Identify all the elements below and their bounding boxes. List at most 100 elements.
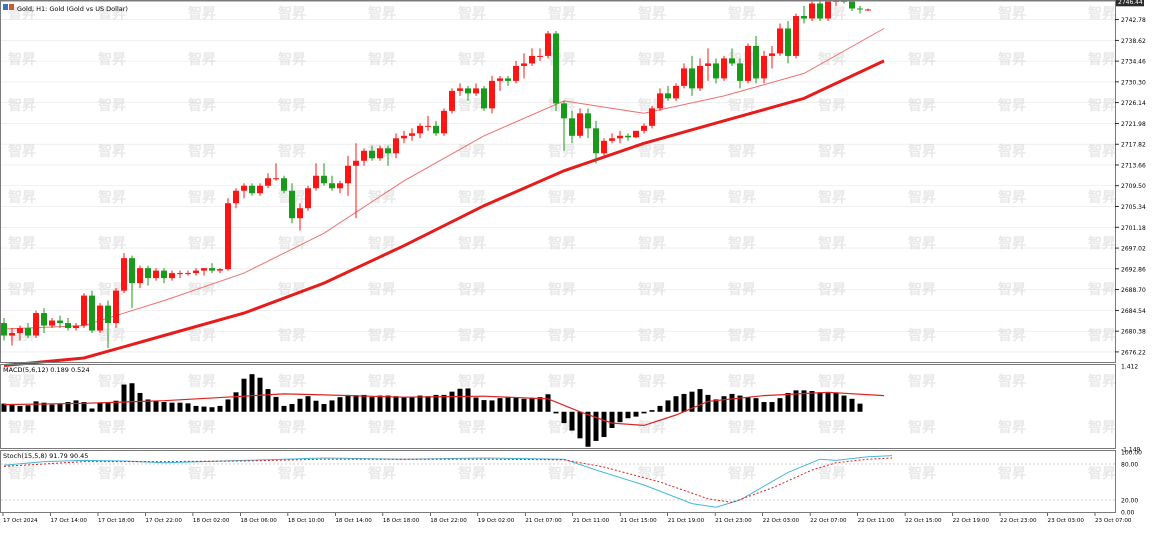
- candle[interactable]: [105, 300, 111, 349]
- candle[interactable]: [201, 268, 207, 276]
- candle[interactable]: [857, 5, 863, 14]
- candle[interactable]: [569, 110, 575, 144]
- candle[interactable]: [345, 155, 351, 196]
- candle[interactable]: [617, 130, 623, 144]
- candle[interactable]: [121, 253, 127, 294]
- candle[interactable]: [33, 310, 39, 339]
- candle[interactable]: [1, 318, 7, 341]
- candle[interactable]: [97, 303, 103, 334]
- candle[interactable]: [257, 183, 263, 196]
- candle[interactable]: [441, 108, 447, 136]
- candle[interactable]: [545, 30, 551, 59]
- candle[interactable]: [249, 183, 255, 196]
- candle[interactable]: [449, 88, 455, 114]
- candle[interactable]: [529, 48, 535, 66]
- candle[interactable]: [689, 55, 695, 96]
- candle[interactable]: [313, 163, 319, 191]
- candle[interactable]: [153, 268, 159, 281]
- candle[interactable]: [465, 85, 471, 101]
- candle[interactable]: [865, 8, 871, 11]
- candle[interactable]: [641, 123, 647, 134]
- candle[interactable]: [145, 265, 151, 286]
- candle[interactable]: [785, 20, 791, 64]
- candle[interactable]: [25, 323, 31, 339]
- candles-layer[interactable]: [1, 0, 871, 349]
- candle[interactable]: [393, 133, 399, 159]
- candle[interactable]: [433, 120, 439, 136]
- candle[interactable]: [753, 35, 759, 84]
- candle[interactable]: [385, 145, 391, 166]
- candle[interactable]: [601, 138, 607, 156]
- candle[interactable]: [65, 318, 71, 331]
- candle[interactable]: [241, 183, 247, 199]
- candle[interactable]: [209, 263, 215, 274]
- candle[interactable]: [761, 50, 767, 84]
- candle[interactable]: [609, 133, 615, 144]
- candle[interactable]: [225, 198, 231, 271]
- candle[interactable]: [73, 323, 79, 331]
- candle[interactable]: [321, 163, 327, 186]
- candle[interactable]: [361, 148, 367, 166]
- candle[interactable]: [353, 143, 359, 219]
- candle[interactable]: [553, 30, 559, 111]
- candle[interactable]: [233, 188, 239, 209]
- candle[interactable]: [521, 53, 527, 79]
- candle[interactable]: [577, 108, 583, 139]
- candle[interactable]: [721, 55, 727, 81]
- candle[interactable]: [217, 268, 223, 274]
- candle[interactable]: [697, 58, 703, 91]
- candle[interactable]: [745, 43, 751, 84]
- candle[interactable]: [273, 163, 279, 181]
- candle[interactable]: [497, 75, 503, 91]
- candle[interactable]: [481, 85, 487, 111]
- candle[interactable]: [657, 88, 663, 111]
- candle[interactable]: [729, 48, 735, 66]
- candle[interactable]: [673, 83, 679, 101]
- candle[interactable]: [329, 175, 335, 191]
- candle[interactable]: [473, 83, 479, 96]
- candle[interactable]: [9, 328, 15, 346]
- candle[interactable]: [89, 290, 95, 334]
- candle[interactable]: [49, 318, 55, 329]
- candle[interactable]: [713, 58, 719, 84]
- candle[interactable]: [81, 293, 87, 329]
- candle[interactable]: [561, 100, 567, 151]
- candle[interactable]: [513, 60, 519, 84]
- candle[interactable]: [737, 58, 743, 89]
- candle[interactable]: [705, 48, 711, 81]
- candle[interactable]: [401, 130, 407, 144]
- candle[interactable]: [585, 108, 591, 139]
- candle[interactable]: [265, 173, 271, 189]
- candle[interactable]: [185, 270, 191, 276]
- candle[interactable]: [41, 308, 47, 334]
- candle[interactable]: [633, 130, 639, 139]
- candle[interactable]: [801, 5, 807, 24]
- candle[interactable]: [457, 83, 463, 96]
- candle[interactable]: [161, 268, 167, 284]
- candle[interactable]: [113, 288, 119, 329]
- candle[interactable]: [649, 105, 655, 129]
- candle[interactable]: [337, 180, 343, 194]
- candle[interactable]: [809, 1, 815, 21]
- candle[interactable]: [825, 0, 831, 21]
- candle[interactable]: [305, 185, 311, 211]
- candle[interactable]: [177, 270, 183, 279]
- candle[interactable]: [409, 128, 415, 141]
- candle[interactable]: [281, 175, 287, 194]
- candle[interactable]: [681, 63, 687, 89]
- candle[interactable]: [193, 268, 199, 276]
- candle[interactable]: [369, 145, 375, 161]
- candle[interactable]: [625, 133, 631, 141]
- candle[interactable]: [593, 120, 599, 164]
- candle[interactable]: [817, 0, 823, 21]
- candle[interactable]: [489, 75, 495, 114]
- candle[interactable]: [57, 315, 63, 329]
- candle[interactable]: [169, 270, 175, 281]
- candle[interactable]: [17, 325, 23, 341]
- candle[interactable]: [297, 203, 303, 231]
- candle[interactable]: [289, 183, 295, 224]
- candle[interactable]: [793, 13, 799, 59]
- candle[interactable]: [129, 255, 135, 309]
- candle[interactable]: [417, 123, 423, 139]
